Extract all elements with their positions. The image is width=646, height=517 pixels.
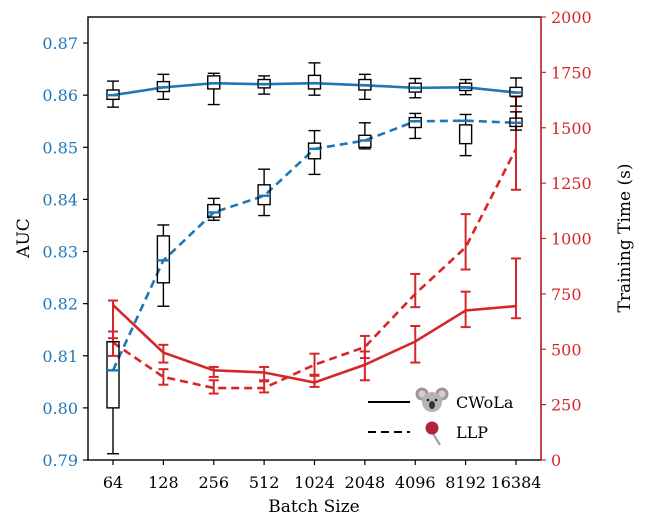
legend-llp-label: LLP bbox=[456, 423, 488, 442]
y-left-tick-label: 0.81 bbox=[42, 347, 78, 366]
x-tick-label: 512 bbox=[249, 473, 280, 492]
auc-box-llp bbox=[408, 116, 422, 129]
y-left-tick-label: 0.79 bbox=[42, 451, 78, 470]
koala-icon bbox=[415, 387, 449, 412]
x-tick-label: 64 bbox=[103, 473, 123, 492]
x-tick-label: 2048 bbox=[345, 473, 386, 492]
y-left-tick-label: 0.85 bbox=[42, 138, 78, 157]
y-right-tick-label: 750 bbox=[551, 285, 582, 304]
y-left-tick-label: 0.86 bbox=[42, 86, 78, 105]
x-tick-label: 128 bbox=[148, 473, 179, 492]
auc-box-llp bbox=[207, 203, 221, 218]
y-left-tick-label: 0.83 bbox=[42, 243, 78, 262]
y-right-tick-label: 500 bbox=[551, 340, 582, 359]
legend-cwola-label: CWoLa bbox=[456, 393, 514, 412]
y-right-tick-label: 0 bbox=[551, 451, 561, 470]
time-line-llp bbox=[112, 148, 518, 390]
auc-box-llp bbox=[458, 124, 473, 145]
x-tick-label: 16384 bbox=[491, 473, 542, 492]
x-tick-label: 1024 bbox=[294, 473, 335, 492]
y-right-tick-label: 2000 bbox=[551, 8, 592, 27]
legend: CWoLa LLP bbox=[368, 387, 514, 446]
y-left-tick-label: 0.87 bbox=[42, 34, 78, 53]
y-right-tick-label: 1000 bbox=[551, 230, 592, 249]
auc-box-llp bbox=[106, 340, 120, 409]
y-left-tick-label: 0.80 bbox=[42, 399, 78, 418]
x-tick-label: 4096 bbox=[395, 473, 436, 492]
x-axis-label: Batch Size bbox=[268, 497, 359, 517]
y-right-tick-label: 1250 bbox=[551, 174, 592, 193]
y-axis-left-label: AUC bbox=[14, 218, 34, 259]
y-left-tick-label: 0.84 bbox=[42, 190, 78, 209]
y-left-tick-label: 0.82 bbox=[42, 295, 78, 314]
x-tick-label: 8192 bbox=[445, 473, 486, 492]
y-axis-right-label: Training Time (s) bbox=[615, 163, 635, 312]
y-right-tick-label: 1500 bbox=[551, 119, 592, 138]
y-right-tick-label: 250 bbox=[551, 396, 582, 415]
x-tick-label: 256 bbox=[198, 473, 229, 492]
lollipop-icon bbox=[425, 421, 441, 446]
auc-box-llp bbox=[307, 142, 322, 160]
y-right-tick-label: 1750 bbox=[551, 63, 592, 82]
